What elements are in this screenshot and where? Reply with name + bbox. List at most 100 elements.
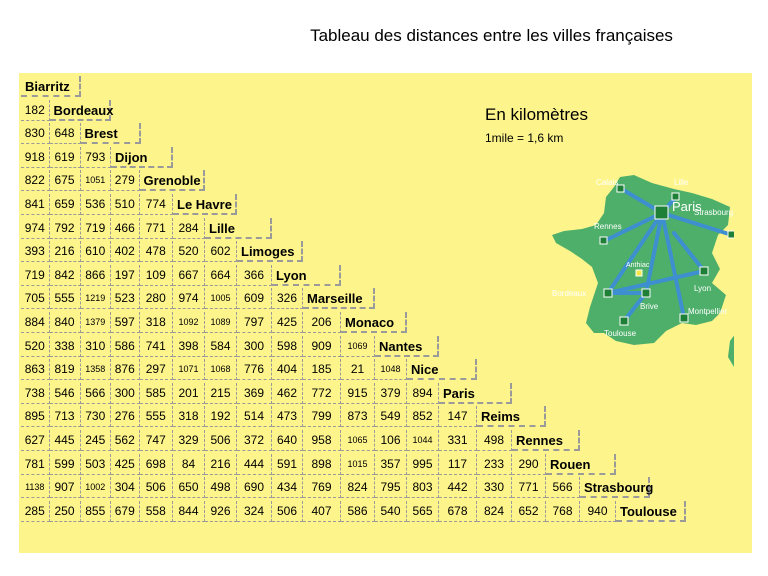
distance-cell: 425 (272, 312, 303, 333)
distance-cell: 147 (439, 406, 477, 428)
distance-cell: 404 (272, 359, 303, 381)
distance-cell: 866 (80, 264, 111, 286)
distance-cell: 566 (546, 477, 580, 499)
distance-cell: 664 (205, 264, 237, 286)
city-nodes (599, 184, 734, 326)
distance-cell: 1065 (341, 430, 375, 451)
distance-cell: 995 (407, 453, 439, 475)
distance-cell: 799 (303, 406, 341, 428)
distance-cell: 1071 (173, 359, 205, 381)
table-row: 781 599 503 425 698 84 216 444 591 898 1015 357 995 1… (19, 453, 752, 478)
node-montpellier (679, 313, 689, 323)
table-row: 1138 907 1002 304 506 650 498 690 434 769 824 795 80… (19, 477, 752, 501)
distance-cell: 523 (111, 288, 140, 310)
distance-cell: 602 (205, 241, 237, 263)
table-row: Biarritz (19, 76, 752, 100)
distance-cell: 771 (512, 477, 546, 499)
corsica-island (728, 335, 734, 367)
distance-cell: 627 (21, 430, 50, 451)
distance-cell: 318 (139, 312, 173, 333)
distance-cell: 506 (272, 500, 303, 522)
distance-cell: 771 (139, 217, 173, 239)
distance-cell: 1138 (21, 477, 50, 499)
distance-cell: 898 (303, 453, 341, 475)
distance-cell: 652 (512, 500, 546, 522)
map-label-lyon: Lyon (694, 284, 711, 293)
unit-label: En kilomètres (485, 105, 588, 124)
distance-cell: 506 (205, 430, 237, 451)
distance-cell: 407 (303, 500, 341, 522)
distance-cell: 1379 (80, 312, 111, 333)
distance-cell: 894 (407, 382, 439, 404)
city-label: Paris (439, 382, 512, 404)
distance-cell: 719 (80, 217, 111, 239)
distance-cell: 795 (375, 477, 407, 499)
distance-cell: 852 (407, 406, 439, 428)
distance-cell: 369 (237, 382, 272, 404)
distance-cell: 793 (80, 146, 111, 168)
distance-cell: 562 (111, 430, 140, 451)
table-row: 627 445 245 562 747 329 506 372 640 958 1065 106 104… (19, 430, 752, 454)
distance-cell: 586 (111, 335, 140, 357)
node-bordeaux (603, 288, 613, 298)
table-row: 974 792 719 466 771 284 Lille (19, 217, 752, 242)
distance-cell: 201 (173, 382, 205, 404)
distance-cell: 1069 (341, 335, 375, 357)
distance-cell: 597 (111, 312, 140, 333)
distance-cell: 285 (21, 500, 50, 522)
distance-cell: 591 (272, 453, 303, 475)
distance-cell: 558 (139, 500, 173, 522)
distance-cell: 279 (111, 170, 140, 192)
city-label: Biarritz (21, 76, 81, 97)
node-paris (654, 205, 669, 220)
city-label: Brest (80, 123, 141, 145)
distance-cell: 466 (111, 217, 140, 239)
city-label: Toulouse (616, 500, 686, 522)
distance-cell: 598 (272, 335, 303, 357)
distance-cell: 599 (49, 453, 81, 475)
distance-cell: 197 (111, 264, 140, 286)
city-label: Rouen (546, 453, 616, 475)
distance-cell: 797 (237, 312, 272, 333)
distance-cell: 510 (111, 194, 140, 215)
distance-cell: 498 (477, 430, 512, 451)
distance-cell: 619 (49, 146, 81, 168)
distance-cell: 719 (21, 264, 50, 286)
distance-cell: 565 (407, 500, 439, 522)
city-label: Marseille (303, 288, 375, 310)
distance-cell: 506 (139, 477, 173, 499)
distance-cell: 705 (21, 288, 50, 310)
distance-cell: 648 (49, 123, 81, 145)
table-row: 822 675 1051 279 Grenoble (19, 170, 752, 194)
distance-cell: 192 (205, 406, 237, 428)
distance-cell: 215 (205, 382, 237, 404)
map-label-calais: Calais (596, 178, 618, 187)
table-row: 719 842 866 197 109 667 664 366 Lyon (19, 264, 752, 289)
distance-cell: 372 (237, 430, 272, 451)
distance-cell: 659 (49, 194, 81, 215)
distance-cell: 1005 (205, 288, 237, 310)
distance-cell: 546 (49, 382, 81, 404)
distance-cell: 1358 (80, 359, 111, 381)
distance-cell: 520 (21, 335, 50, 357)
distance-cell: 713 (49, 406, 81, 428)
distance-cell: 781 (21, 453, 50, 475)
node-anthiac (635, 269, 643, 277)
distance-cell: 1068 (205, 359, 237, 381)
table-row: 705 555 1219 523 280 974 1005 609 326 Marseille (19, 288, 752, 312)
distance-cell: 338 (49, 335, 81, 357)
distance-cell: 566 (80, 382, 111, 404)
distance-cell: 1089 (205, 312, 237, 333)
distance-cell: 498 (205, 477, 237, 499)
distance-cell: 678 (439, 500, 477, 522)
table-row: 895 713 730 276 555 318 192 514 473 799 873 549 852 1… (19, 406, 752, 430)
distance-cell: 514 (237, 406, 272, 428)
distance-cell: 610 (80, 241, 111, 263)
distance-cell: 106 (375, 430, 407, 451)
distance-cell: 747 (139, 430, 173, 451)
distance-cell: 650 (173, 477, 205, 499)
mile-conversion-note: 1mile = 1,6 km (485, 131, 564, 145)
distance-cell: 586 (341, 500, 375, 522)
distance-cell: 1051 (80, 170, 111, 192)
distance-cell: 445 (49, 430, 81, 451)
